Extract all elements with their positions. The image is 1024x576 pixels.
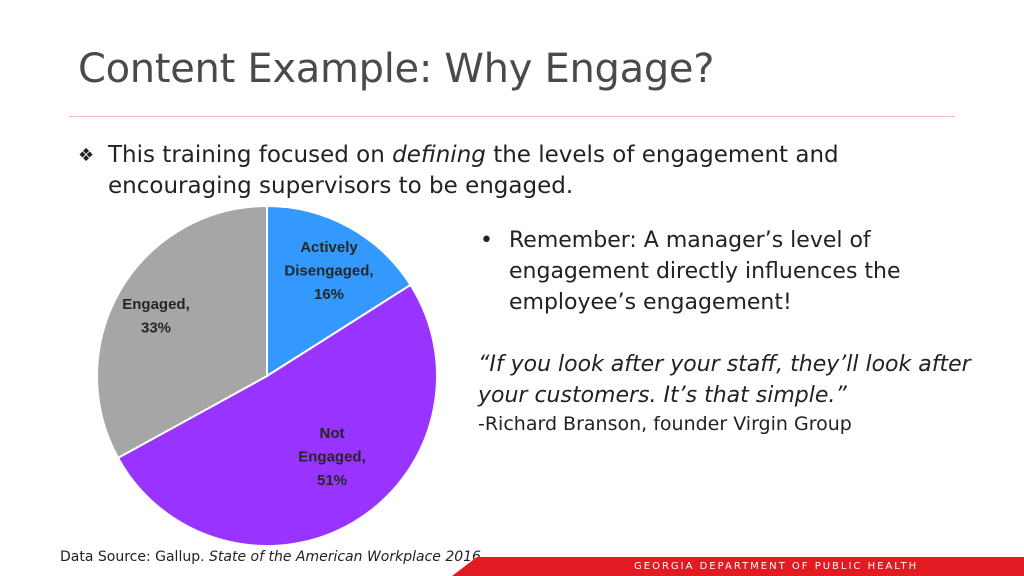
pie-slice-engaged [96,204,268,460]
pie-slice-not-engaged [116,283,438,547]
diamond-bullet-icon: ❖ [78,145,95,166]
main-bullet-pre: This training focused on [108,142,393,168]
source-title: State of the American Workplace 2016 [209,549,481,565]
engagement-pie-chart: Actively Disengaged, 16% Not Engaged, 51% Enga… [96,204,438,547]
footer-org-name: GEORGIA DEPARTMENT OF PUBLIC HEALTH [634,561,919,572]
bullet-dot-icon: • [480,228,493,253]
main-bullet-emphasis: defining [392,142,486,168]
branson-quote: “If you look after your staff, they’ll l… [478,352,971,408]
title-divider [70,116,954,117]
pie-label-not-engaged: Not Engaged, 51% [298,425,366,489]
main-bullet: ❖ This training focused on defining the … [78,140,978,202]
source-label: Data Source: Gallup. [60,549,209,565]
right-text-block: • Remember: A manager’s level of engagem… [478,225,998,437]
footer-bar [452,557,1024,576]
remember-bullet: • Remember: A manager’s level of engagem… [478,225,998,318]
pie-slice-actively-disengaged [266,204,412,378]
main-bullet-post: the levels of engagement and encouraging… [108,142,839,199]
quote-attribution: -Richard Branson, founder Virgin Group [478,413,852,435]
slide-title: Content Example: Why Engage? [78,46,715,92]
data-source: Data Source: Gallup. State of the Americ… [60,549,481,565]
remember-text: Remember: A manager’s level of engagemen… [509,228,901,315]
pie-label-actively-disengaged: Actively Disengaged, 16% [284,239,373,303]
main-bullet-text: This training focused on defining the le… [108,140,978,202]
pie-label-engaged: Engaged, 33% [122,296,190,337]
